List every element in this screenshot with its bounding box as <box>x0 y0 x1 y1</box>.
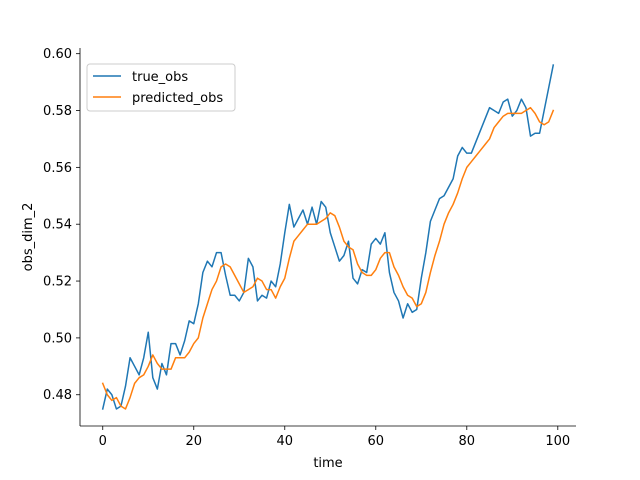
x-tick-label: 100 <box>545 434 570 449</box>
y-tick-label: 0.48 <box>43 388 72 403</box>
legend-frame <box>86 63 236 112</box>
legend-label-true-obs: true_obs <box>132 70 188 85</box>
y-tick-label: 0.52 <box>43 275 72 290</box>
y-tick-label: 0.60 <box>43 47 72 62</box>
plot-area <box>101 64 555 410</box>
y-tick-label: 0.50 <box>43 331 72 346</box>
legend-label-predicted-obs: predicted_obs <box>132 91 223 106</box>
y-axis: 0.48 0.50 0.52 0.54 0.56 0.58 0.60 <box>43 47 81 426</box>
x-axis-label: time <box>313 456 342 471</box>
y-tick-label: 0.56 <box>43 161 72 176</box>
x-axis: 0 20 40 60 80 100 <box>80 425 576 449</box>
x-tick-label: 40 <box>276 434 293 449</box>
series-line-true-obs <box>101 64 555 410</box>
y-axis-label: obs_dim_2 <box>21 203 36 272</box>
x-tick-label: 60 <box>368 434 385 449</box>
x-tick-label: 0 <box>99 434 107 449</box>
x-tick-label: 20 <box>185 434 202 449</box>
y-tick-label: 0.58 <box>43 104 72 119</box>
x-tick-label: 80 <box>459 434 476 449</box>
y-tick-label: 0.54 <box>43 218 72 233</box>
legend: true_obs predicted_obs <box>86 63 236 112</box>
series-line-predicted-obs <box>101 106 555 410</box>
